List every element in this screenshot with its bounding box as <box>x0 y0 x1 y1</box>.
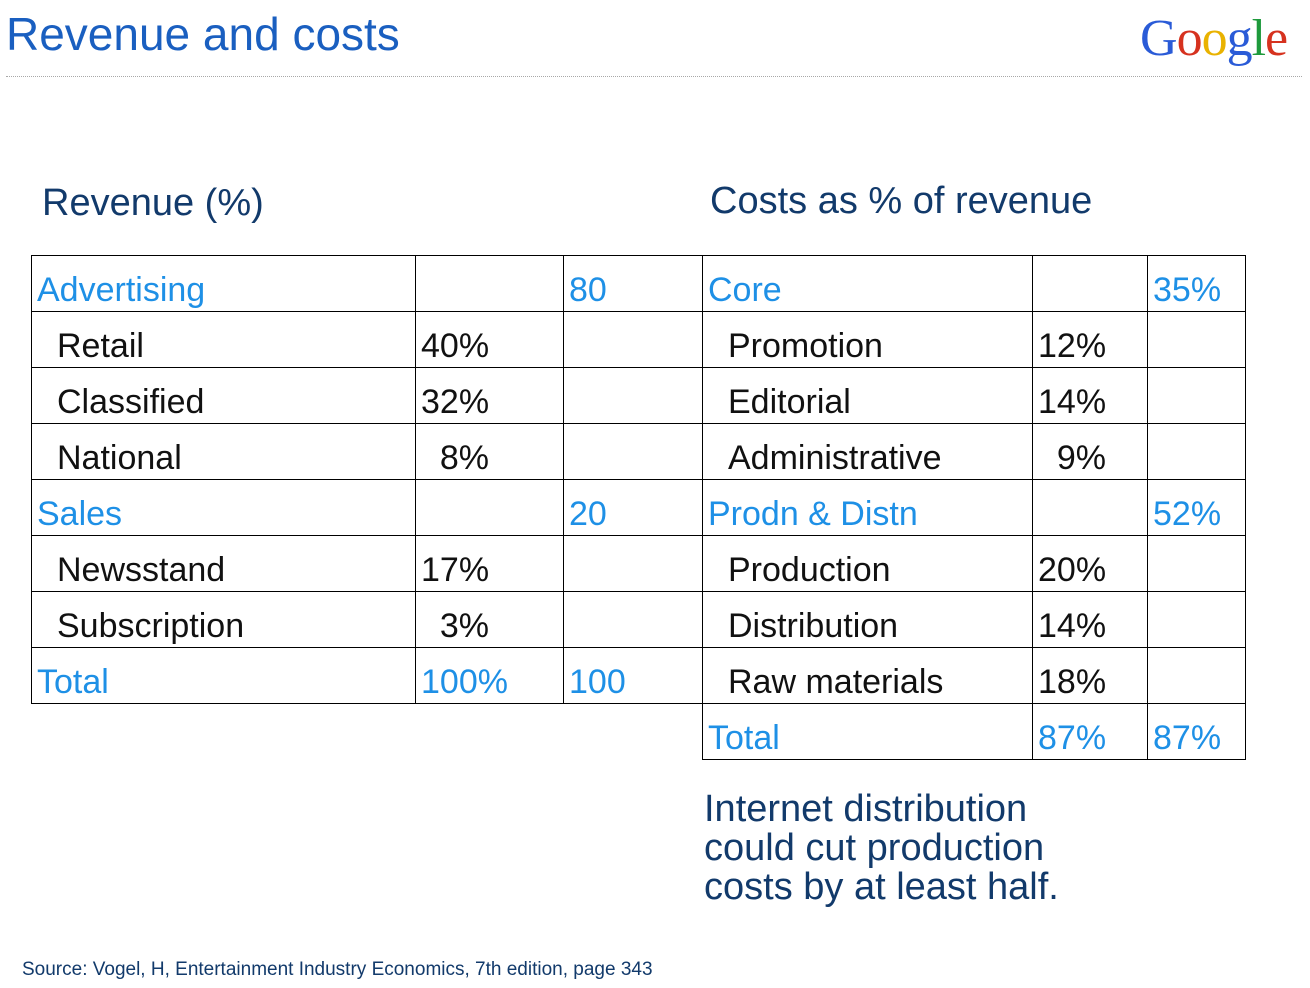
revenue-row-percent: 17% <box>415 535 564 592</box>
note-line: could cut production <box>704 827 1045 869</box>
revenue-row-percent: 8% <box>415 423 564 480</box>
costs-row-total <box>1147 535 1246 592</box>
revenue-heading: Revenue (%) <box>42 182 264 224</box>
google-logo: Google <box>1140 6 1288 72</box>
costs-row-percent: 18% <box>1032 647 1148 704</box>
costs-row: Prodn & Distn 52% <box>702 479 1246 536</box>
logo-letter: G <box>1140 10 1178 67</box>
revenue-row-total <box>563 535 703 592</box>
revenue-row-percent <box>415 479 564 536</box>
costs-row-percent: 14% <box>1032 591 1148 648</box>
costs-row-total <box>1147 423 1246 480</box>
revenue-row-label: Subscription <box>31 591 416 648</box>
revenue-row: Subscription 3% <box>31 591 703 648</box>
costs-row: Production 20% <box>702 535 1246 592</box>
revenue-row-total <box>563 591 703 648</box>
logo-letter: l <box>1251 10 1266 67</box>
costs-row-label: Prodn & Distn <box>702 479 1033 536</box>
costs-row-label: Production <box>702 535 1033 592</box>
revenue-row-total <box>563 423 703 480</box>
revenue-row: Advertising 80 <box>31 255 703 312</box>
revenue-row-percent <box>415 255 564 312</box>
costs-row-total: 35% <box>1147 255 1246 312</box>
revenue-row-label: Newsstand <box>31 535 416 592</box>
note-line: costs by at least half. <box>704 866 1059 908</box>
costs-row-label: Total <box>702 703 1033 760</box>
costs-row-percent: 20% <box>1032 535 1148 592</box>
revenue-row-total <box>563 311 703 368</box>
costs-row: Promotion 12% <box>702 311 1246 368</box>
revenue-row-total: 80 <box>563 255 703 312</box>
revenue-row-percent: 32% <box>415 367 564 424</box>
costs-row-label: Editorial <box>702 367 1033 424</box>
revenue-row: Sales 20 <box>31 479 703 536</box>
revenue-row-total: 20 <box>563 479 703 536</box>
revenue-row: Newsstand 17% <box>31 535 703 592</box>
costs-row: Core 35% <box>702 255 1246 312</box>
costs-row-total: 87% <box>1147 703 1246 760</box>
costs-row-label: Administrative <box>702 423 1033 480</box>
costs-row: Total 87% 87% <box>702 703 1246 760</box>
revenue-row-label: Sales <box>31 479 416 536</box>
revenue-row-label: Classified <box>31 367 416 424</box>
revenue-row-percent: 3% <box>415 591 564 648</box>
costs-row-label: Raw materials <box>702 647 1033 704</box>
logo-letter: e <box>1265 10 1288 67</box>
revenue-row: National 8% <box>31 423 703 480</box>
revenue-row-label: Advertising <box>31 255 416 312</box>
revenue-row-label: Retail <box>31 311 416 368</box>
costs-row-percent <box>1032 479 1148 536</box>
costs-row-total <box>1147 311 1246 368</box>
revenue-row-total <box>563 367 703 424</box>
costs-row-percent: 9% <box>1032 423 1148 480</box>
costs-row-total: 52% <box>1147 479 1246 536</box>
revenue-row-label: National <box>31 423 416 480</box>
costs-row: Editorial 14% <box>702 367 1246 424</box>
slide-title: Revenue and costs <box>6 8 400 60</box>
costs-table: Core 35% Promotion 12% Editorial 14% Administr… <box>702 255 1246 760</box>
costs-row-percent: 12% <box>1032 311 1148 368</box>
revenue-row-total: 100 <box>563 647 703 704</box>
costs-row-label: Core <box>702 255 1033 312</box>
costs-row-percent: 87% <box>1032 703 1148 760</box>
costs-row-percent <box>1032 255 1148 312</box>
revenue-row-label: Total <box>31 647 416 704</box>
costs-row-total <box>1147 367 1246 424</box>
title-divider <box>6 76 1302 77</box>
costs-row-total <box>1147 591 1246 648</box>
logo-letter: o <box>1201 10 1228 67</box>
costs-row-label: Distribution <box>702 591 1033 648</box>
revenue-row: Retail 40% <box>31 311 703 368</box>
revenue-row-percent: 40% <box>415 311 564 368</box>
costs-row-label: Promotion <box>702 311 1033 368</box>
costs-row: Raw materials 18% <box>702 647 1246 704</box>
revenue-table: Advertising 80 Retail 40% Classified 32% Natio… <box>31 255 703 704</box>
revenue-row: Classified 32% <box>31 367 703 424</box>
costs-row-total <box>1147 647 1246 704</box>
internet-distribution-note: Internet distribution could cut producti… <box>704 790 1059 907</box>
costs-row-percent: 14% <box>1032 367 1148 424</box>
note-line: Internet distribution <box>704 788 1028 830</box>
costs-row: Administrative 9% <box>702 423 1246 480</box>
logo-letter: o <box>1176 10 1203 67</box>
logo-letter: g <box>1226 10 1253 67</box>
revenue-row-percent: 100% <box>415 647 564 704</box>
revenue-row: Total 100% 100 <box>31 647 703 704</box>
source-citation: Source: Vogel, H, Entertainment Industry… <box>22 959 653 980</box>
costs-heading: Costs as % of revenue <box>710 180 1093 222</box>
costs-row: Distribution 14% <box>702 591 1246 648</box>
